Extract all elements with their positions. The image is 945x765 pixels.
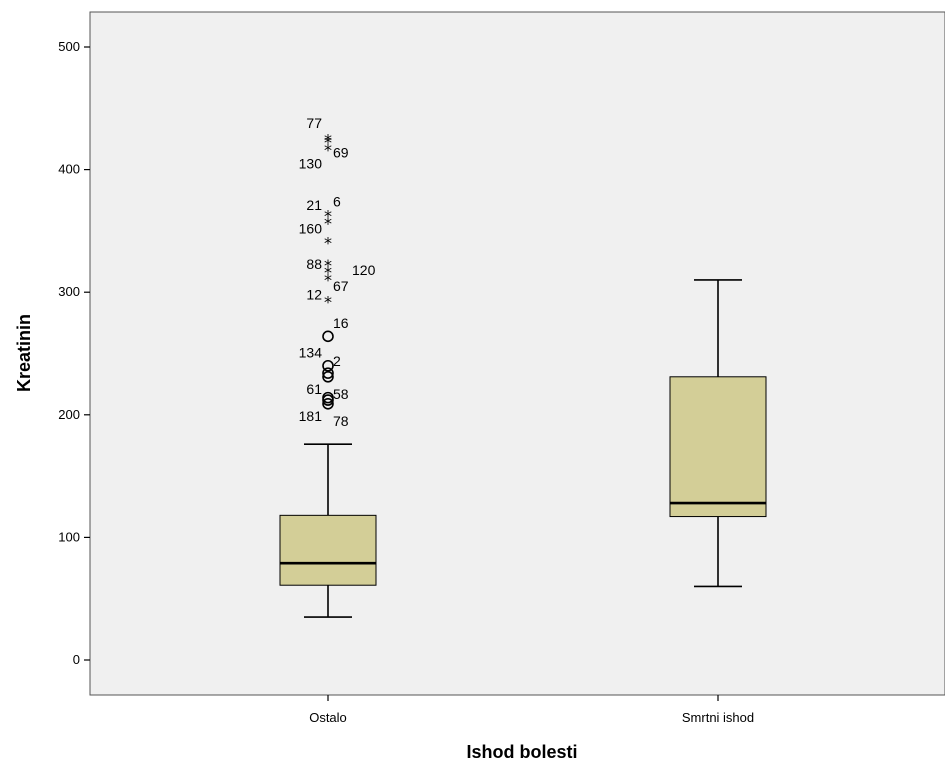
outlier-label-77: 77 [306, 115, 322, 131]
outlier-label-61: 61 [306, 381, 322, 397]
x-axis-title: Ishod bolesti [466, 742, 577, 762]
outlier-star-14: * [324, 141, 332, 160]
y-tick-label-400: 400 [58, 162, 80, 177]
outlier-star-8: * [324, 270, 332, 289]
y-tick-label-0: 0 [73, 652, 80, 667]
outlier-star-13: * [324, 207, 332, 226]
box-1 [669, 279, 767, 588]
y-tick-label-300: 300 [58, 284, 80, 299]
outlier-star-15: * [324, 133, 332, 152]
outlier-label-21: 21 [306, 197, 322, 213]
plot-area [89, 11, 945, 696]
iqr-box [279, 514, 377, 586]
x-tick-label-1: Smrtni ishod [682, 710, 754, 725]
outlier-circle-5 [322, 359, 334, 372]
outlier-label-58: 58 [333, 386, 349, 402]
y-axis-title: Kreatinin [14, 314, 34, 392]
outlier-star-10: * [324, 256, 332, 275]
outlier-star-16: * [324, 131, 332, 150]
outlier-label-12: 12 [306, 287, 322, 303]
outlier-label-88: 88 [306, 256, 322, 272]
outlier-label-160: 160 [299, 220, 323, 236]
y-tick-label-500: 500 [58, 39, 80, 54]
outlier-circle-6 [322, 330, 334, 343]
outlier-star-12: * [324, 214, 332, 233]
outlier-star-7: * [324, 293, 332, 312]
box-0 [279, 443, 377, 618]
iqr-box [669, 376, 767, 518]
outlier-circle-4 [322, 367, 334, 379]
outlier-star-11: * [324, 234, 332, 253]
outlier-star-9: * [324, 263, 332, 282]
outlier-label-134: 134 [299, 344, 323, 360]
outlier-label-67: 67 [333, 278, 349, 294]
outlier-circle-3 [322, 370, 334, 383]
y-axis: 0 100 200 300 400 500 [58, 39, 90, 667]
x-axis: Ostalo Smrtni ishod [309, 695, 754, 725]
outlier-label-16: 16 [333, 315, 349, 331]
outlier-label-6: 6 [333, 193, 341, 209]
outlier-label-2: 2 [333, 353, 341, 369]
y-tick-label-100: 100 [58, 529, 80, 544]
outlier-label-120: 120 [352, 262, 376, 278]
outlier-circle-0 [322, 397, 334, 410]
y-tick-label-200: 200 [58, 407, 80, 422]
x-tick-label-0: Ostalo [309, 710, 347, 725]
outlier-circle-2 [322, 391, 334, 404]
outlier-label-78: 78 [333, 413, 349, 429]
boxes [279, 279, 767, 618]
outlier-label-69: 69 [333, 144, 349, 160]
outlier-label-181: 181 [299, 408, 323, 424]
outlier-label-130: 130 [299, 155, 323, 171]
